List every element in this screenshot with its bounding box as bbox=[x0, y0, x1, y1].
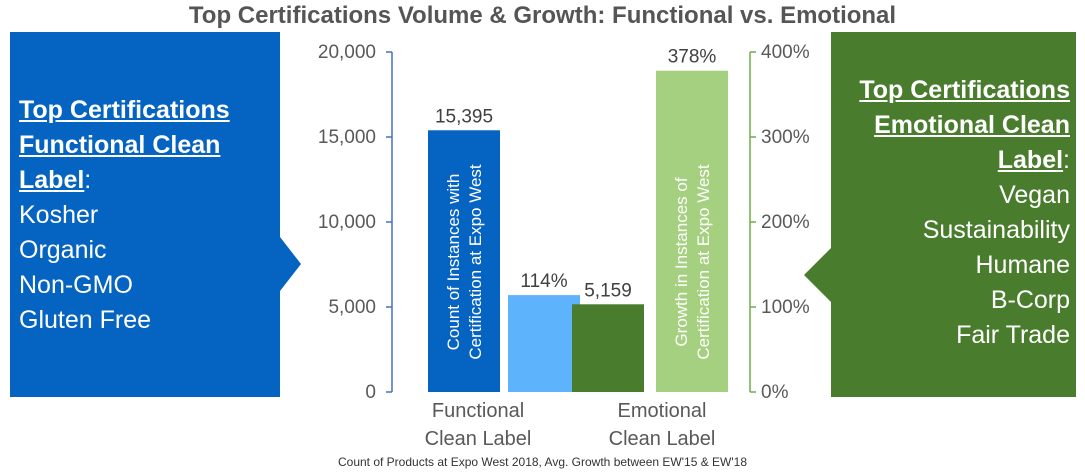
emotional-callout: Top Certifications Emotional Clean Label… bbox=[820, 73, 1070, 353]
functional-callout: Top Certifications Functional Clean Labe… bbox=[19, 93, 259, 338]
data-label-growth: 378% bbox=[668, 47, 717, 68]
right-axis-tick-label: 300% bbox=[761, 127, 810, 148]
left-axis-tick-label: 20,000 bbox=[318, 42, 376, 63]
emotional-item-sustainability: Sustainability bbox=[922, 216, 1070, 244]
footnote: Count of Products at Expo West 2018, Avg… bbox=[337, 455, 748, 469]
right-axis-tick-label: 400% bbox=[761, 42, 810, 63]
emotional-item-b-corp: B-Corp bbox=[990, 286, 1070, 314]
functional-item-gluten-free: Gluten Free bbox=[19, 306, 152, 334]
category-label-functional: Functional Clean Label bbox=[425, 400, 532, 450]
right-axis-tick-label: 200% bbox=[761, 212, 810, 233]
right-axis-tick-label: 100% bbox=[761, 297, 810, 318]
series-label-count: Count of Instances with Certification at … bbox=[444, 164, 485, 360]
category-label-emotional: Emotional Clean Label bbox=[609, 400, 716, 450]
data-label-count: 5,159 bbox=[584, 280, 632, 301]
functional-item-non-gmo: Non-GMO bbox=[19, 271, 133, 299]
left-axis-tick-label: 10,000 bbox=[318, 212, 376, 233]
series-label-growth: Growth in Instances of Certification at E… bbox=[672, 164, 713, 360]
left-axis-tick-label: 5,000 bbox=[328, 297, 376, 318]
data-label-count: 15,395 bbox=[435, 106, 493, 127]
functional-item-organic: Organic bbox=[19, 236, 107, 264]
bar-count-emotional bbox=[572, 304, 644, 392]
chart-title: Top Certifications Volume & Growth: Func… bbox=[188, 2, 897, 29]
right-axis-tick-label: 0% bbox=[761, 382, 789, 403]
emotional-callout-heading: Top Certifications Emotional Clean Label bbox=[859, 76, 1070, 174]
functional-callout-heading: Top Certifications Functional Clean Labe… bbox=[19, 96, 230, 194]
functional-item-kosher: Kosher bbox=[19, 201, 99, 229]
functional-callout-shape bbox=[10, 32, 301, 397]
emotional-item-humane: Humane bbox=[975, 251, 1071, 279]
emotional-item-vegan: Vegan bbox=[999, 181, 1070, 209]
left-axis-tick-label: 0 bbox=[365, 382, 376, 403]
emotional-item-fair-trade: Fair Trade bbox=[956, 321, 1070, 349]
emotional-callout-shape bbox=[804, 32, 1076, 397]
bar-growth-functional bbox=[508, 295, 580, 392]
bar-growth-emotional bbox=[656, 70, 728, 392]
left-axis-tick-label: 15,000 bbox=[318, 127, 376, 148]
bar-count-functional bbox=[428, 130, 500, 392]
data-label-growth: 114% bbox=[520, 271, 567, 292]
